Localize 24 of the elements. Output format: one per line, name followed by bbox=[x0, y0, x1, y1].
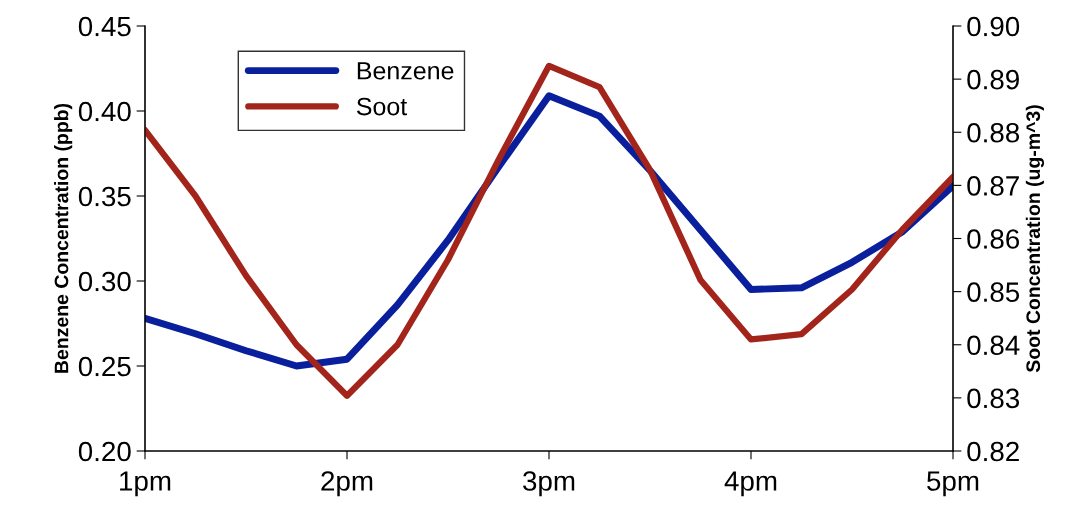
y2-tick-label: 0.82 bbox=[967, 441, 1019, 462]
y2-tick-label: 0.84 bbox=[967, 335, 1020, 356]
y-tick-label: 0.45 bbox=[78, 16, 131, 37]
y2-tick-label: 0.86 bbox=[967, 229, 1020, 249]
legend-label: Benzene bbox=[357, 62, 454, 80]
legend-label: Soot bbox=[356, 97, 408, 116]
x-tick-label: 5pm bbox=[927, 471, 979, 497]
x-tick-label: 4pm bbox=[724, 471, 777, 497]
y2-tick-label: 0.88 bbox=[967, 122, 1020, 143]
y-tick-label: 0.20 bbox=[78, 441, 131, 462]
y-tick-label: 0.25 bbox=[78, 356, 131, 377]
x-tick-label: 2pm bbox=[321, 471, 373, 497]
y-tick-label: 0.30 bbox=[78, 271, 131, 292]
x-tick-label: 1pm bbox=[120, 471, 171, 497]
y2-tick-label: 0.87 bbox=[967, 176, 1019, 196]
y-tick-label: 0.35 bbox=[78, 186, 131, 207]
y2-tick-label: 0.89 bbox=[967, 69, 1019, 90]
y2-tick-label: 0.83 bbox=[967, 388, 1020, 409]
y-axis-title: Benzene Concentration (ppb) bbox=[54, 103, 73, 373]
x-tick-label: 3pm bbox=[523, 471, 575, 497]
y2-tick-label: 0.85 bbox=[967, 282, 1020, 302]
y-tick-label: 0.40 bbox=[78, 101, 131, 122]
y2-axis-title: Soot Concentration (ug-m^3) bbox=[1025, 105, 1045, 373]
y2-tick-label: 0.90 bbox=[967, 16, 1020, 37]
